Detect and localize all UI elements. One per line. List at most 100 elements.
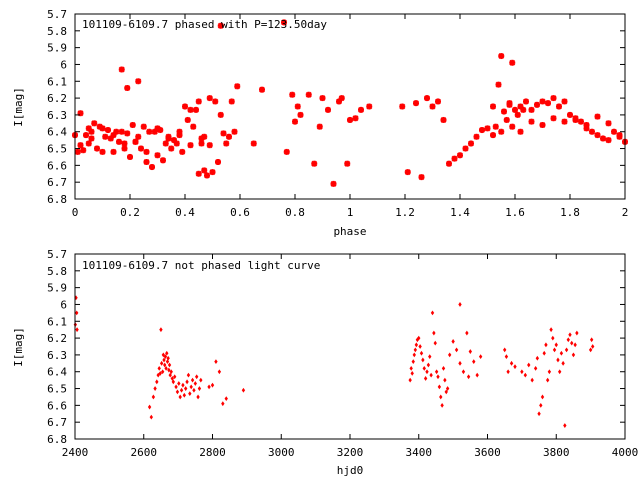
unphased-y-tick-label: 6.7 bbox=[47, 416, 67, 429]
unphased-data-point bbox=[568, 332, 572, 338]
phased-data-point bbox=[291, 118, 299, 125]
phased-data-point bbox=[418, 174, 425, 181]
unphased-plot-frame bbox=[74, 253, 626, 440]
unphased-data-point bbox=[520, 369, 524, 375]
phased-data-point bbox=[77, 142, 84, 149]
phased-data-point bbox=[528, 118, 535, 125]
phased-data-point bbox=[187, 106, 194, 113]
unphased-data-point bbox=[186, 372, 191, 378]
phased-data-point bbox=[544, 100, 552, 107]
unphased-data-point bbox=[444, 389, 448, 395]
phased-data-point bbox=[159, 157, 167, 164]
phased-y-tick-label: 5.7 bbox=[47, 8, 67, 21]
unphased-data-point bbox=[189, 384, 193, 390]
unphased-data-point bbox=[224, 396, 228, 402]
unphased-data-point bbox=[549, 327, 553, 333]
unphased-data-point bbox=[440, 402, 444, 408]
unphased-data-point bbox=[551, 335, 555, 341]
unphased-data-point bbox=[153, 386, 157, 391]
phased-data-point bbox=[206, 95, 213, 102]
phased-data-point bbox=[198, 135, 205, 142]
phased-x-tick-label: 2 bbox=[622, 206, 629, 219]
phased-data-point bbox=[423, 95, 431, 102]
phased-data-point bbox=[88, 128, 95, 135]
phased-data-point bbox=[594, 113, 601, 120]
unphased-data-point bbox=[570, 340, 574, 346]
phased-data-point bbox=[456, 152, 464, 159]
phased-data-point bbox=[283, 148, 290, 155]
phased-data-point bbox=[140, 123, 147, 130]
phased-data-point bbox=[344, 160, 351, 167]
unphased-data-point bbox=[147, 404, 152, 410]
unphased-data-point bbox=[241, 387, 246, 393]
unphased-points bbox=[73, 295, 595, 428]
phased-data-point bbox=[173, 140, 180, 147]
phased-ylabel: I[mag] bbox=[12, 87, 25, 127]
phased-data-point bbox=[577, 118, 585, 125]
phased-data-point bbox=[121, 140, 128, 147]
phased-data-point bbox=[434, 98, 442, 105]
unphased-data-point bbox=[414, 342, 419, 348]
phased-data-point bbox=[539, 98, 546, 105]
phased-data-point bbox=[498, 128, 505, 135]
phased-data-point bbox=[121, 145, 128, 152]
phased-data-point bbox=[503, 116, 510, 123]
phased-data-point bbox=[225, 133, 233, 140]
unphased-y-tick-label: 6 bbox=[60, 298, 67, 311]
phased-data-point bbox=[184, 116, 191, 123]
phased-y-tick-label: 6.5 bbox=[47, 143, 67, 156]
phased-data-point bbox=[509, 123, 516, 130]
phased-data-point bbox=[588, 128, 596, 135]
phased-data-point bbox=[489, 103, 497, 110]
unphased-data-point bbox=[454, 347, 459, 353]
phased-y-tick-label: 5.9 bbox=[47, 42, 67, 55]
unphased-data-point bbox=[571, 352, 576, 358]
unphased-data-point bbox=[429, 372, 433, 378]
unphased-data-point bbox=[554, 342, 558, 348]
unphased-data-point bbox=[430, 310, 435, 316]
unphased-data-point bbox=[166, 355, 170, 361]
phased-data-point bbox=[297, 111, 304, 118]
phased-data-point bbox=[311, 160, 318, 167]
unphased-data-point bbox=[428, 354, 432, 359]
phased-data-point bbox=[316, 123, 323, 130]
phased-data-point bbox=[330, 180, 337, 187]
phased-data-point bbox=[104, 127, 112, 134]
unphased-data-point bbox=[545, 377, 550, 383]
unphased-x-tick-label: 3400 bbox=[406, 446, 433, 459]
phased-data-point bbox=[99, 125, 106, 132]
phased-data-point bbox=[473, 133, 480, 140]
unphased-data-point bbox=[182, 392, 186, 398]
unphased-data-point bbox=[591, 344, 595, 349]
unphased-x-tick-label: 4000 bbox=[612, 446, 639, 459]
phased-data-point bbox=[346, 116, 354, 123]
unphased-data-point bbox=[214, 359, 218, 365]
phased-data-point bbox=[187, 142, 194, 149]
phased-data-point bbox=[212, 98, 219, 105]
phased-data-point bbox=[572, 116, 579, 123]
phased-data-point bbox=[132, 138, 139, 145]
phased-data-point bbox=[203, 172, 211, 179]
phased-data-point bbox=[440, 116, 447, 123]
phased-data-point bbox=[289, 91, 296, 98]
phased-data-point bbox=[195, 98, 202, 105]
unphased-data-point bbox=[193, 381, 197, 386]
unphased-data-point bbox=[173, 374, 177, 380]
unphased-data-point bbox=[527, 362, 531, 368]
phased-data-point bbox=[206, 142, 213, 149]
phased-data-point bbox=[168, 145, 175, 152]
unphased-data-point bbox=[181, 382, 185, 388]
phased-data-point bbox=[610, 128, 618, 135]
unphased-data-point bbox=[468, 349, 472, 354]
unphased-data-point bbox=[426, 362, 431, 368]
phased-data-point bbox=[154, 125, 161, 132]
phased-data-point bbox=[223, 140, 230, 147]
unphased-data-point bbox=[425, 369, 429, 375]
unphased-data-point bbox=[564, 347, 569, 353]
unphased-data-point bbox=[159, 360, 164, 366]
phased-data-point bbox=[561, 118, 568, 125]
phased-data-point bbox=[280, 19, 288, 26]
phased-y-tick-label: 6 bbox=[60, 58, 67, 71]
phased-data-point bbox=[462, 145, 469, 152]
phased-data-point bbox=[517, 128, 524, 135]
